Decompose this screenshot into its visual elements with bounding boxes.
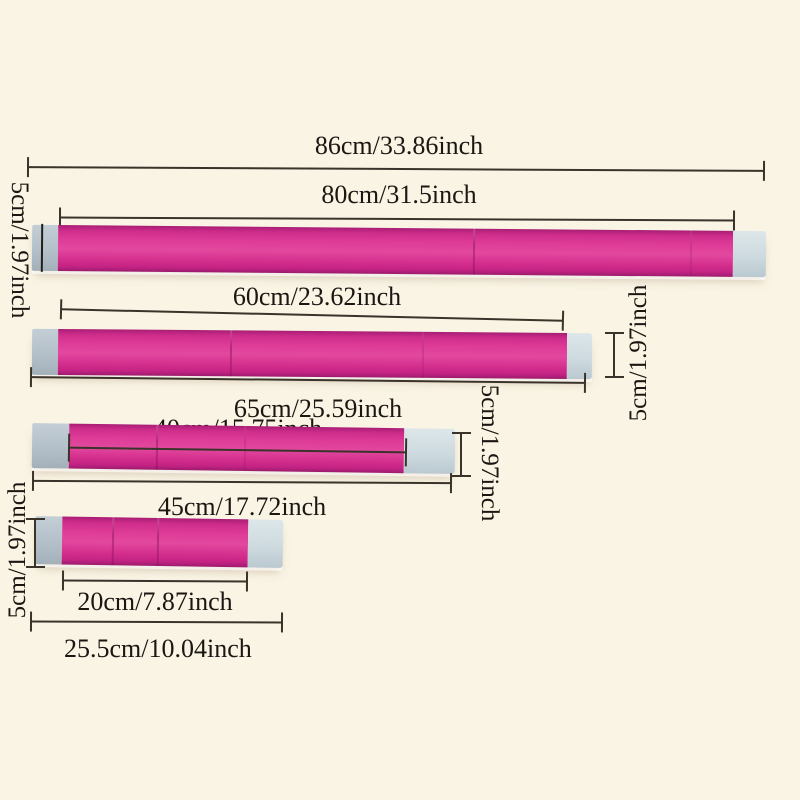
dim-line-80cm [59, 216, 735, 222]
strap-1-band [57, 225, 734, 277]
strap-4-band [61, 516, 249, 568]
strap-4-seam [156, 517, 160, 566]
strap-1-left-tab [31, 223, 59, 272]
dim-label-width-strap2: 5cm/1.97inch [625, 284, 652, 422]
strap-1 [31, 223, 767, 278]
strap-1-width-marker-line [40, 223, 44, 272]
strap-1-seam [472, 228, 476, 275]
strap-2 [31, 328, 593, 380]
dim-label-width-strap3: 5cm/1.97inch [476, 384, 503, 522]
strap-4 [34, 516, 284, 568]
strap-2-band [57, 329, 568, 380]
dim-label-width-strap4: 5cm/1.97inch [4, 481, 31, 619]
dim-bracket-width-strap4 [26, 518, 45, 568]
dim-label-total-strap4: 25.5cm/10.04inch [64, 634, 252, 663]
strap-3-left-tab [31, 423, 70, 469]
dim-label-width-strap1: 5cm/1.97inch [6, 181, 33, 319]
dim-line-86cm [27, 166, 765, 172]
strap-2-left-tab [31, 328, 59, 376]
strap-4-left-tab [34, 516, 63, 565]
strap-1-right-tab [732, 230, 767, 278]
strap-2-seam [229, 330, 233, 377]
strap-2-seam [421, 331, 425, 378]
dim-line-20cm [62, 579, 248, 583]
dim-bracket-width-strap2 [605, 332, 624, 378]
strap-3-right-tab [403, 428, 456, 474]
dim-line-25-5cm [30, 620, 283, 624]
strap-1-seam [689, 230, 693, 277]
strap-4-right-tab [247, 519, 284, 568]
strap-2-right-tab [566, 333, 593, 380]
dim-bracket-width-strap3 [452, 432, 471, 477]
dim-label-total-strap1: 86cm/33.86inch [314, 131, 484, 160]
dim-label-band-strap1: 80cm/31.5inch [321, 180, 477, 209]
dim-line-45cm [32, 479, 452, 485]
dim-label-total-strap2: 65cm/25.59inch [233, 394, 403, 423]
dim-label-total-strap3: 45cm/17.72inch [157, 492, 327, 521]
dim-label-band-strap4: 20cm/7.87inch [77, 587, 233, 616]
dim-label-band-strap2: 60cm/23.62inch [232, 282, 402, 311]
strap-4-seam [111, 517, 115, 566]
